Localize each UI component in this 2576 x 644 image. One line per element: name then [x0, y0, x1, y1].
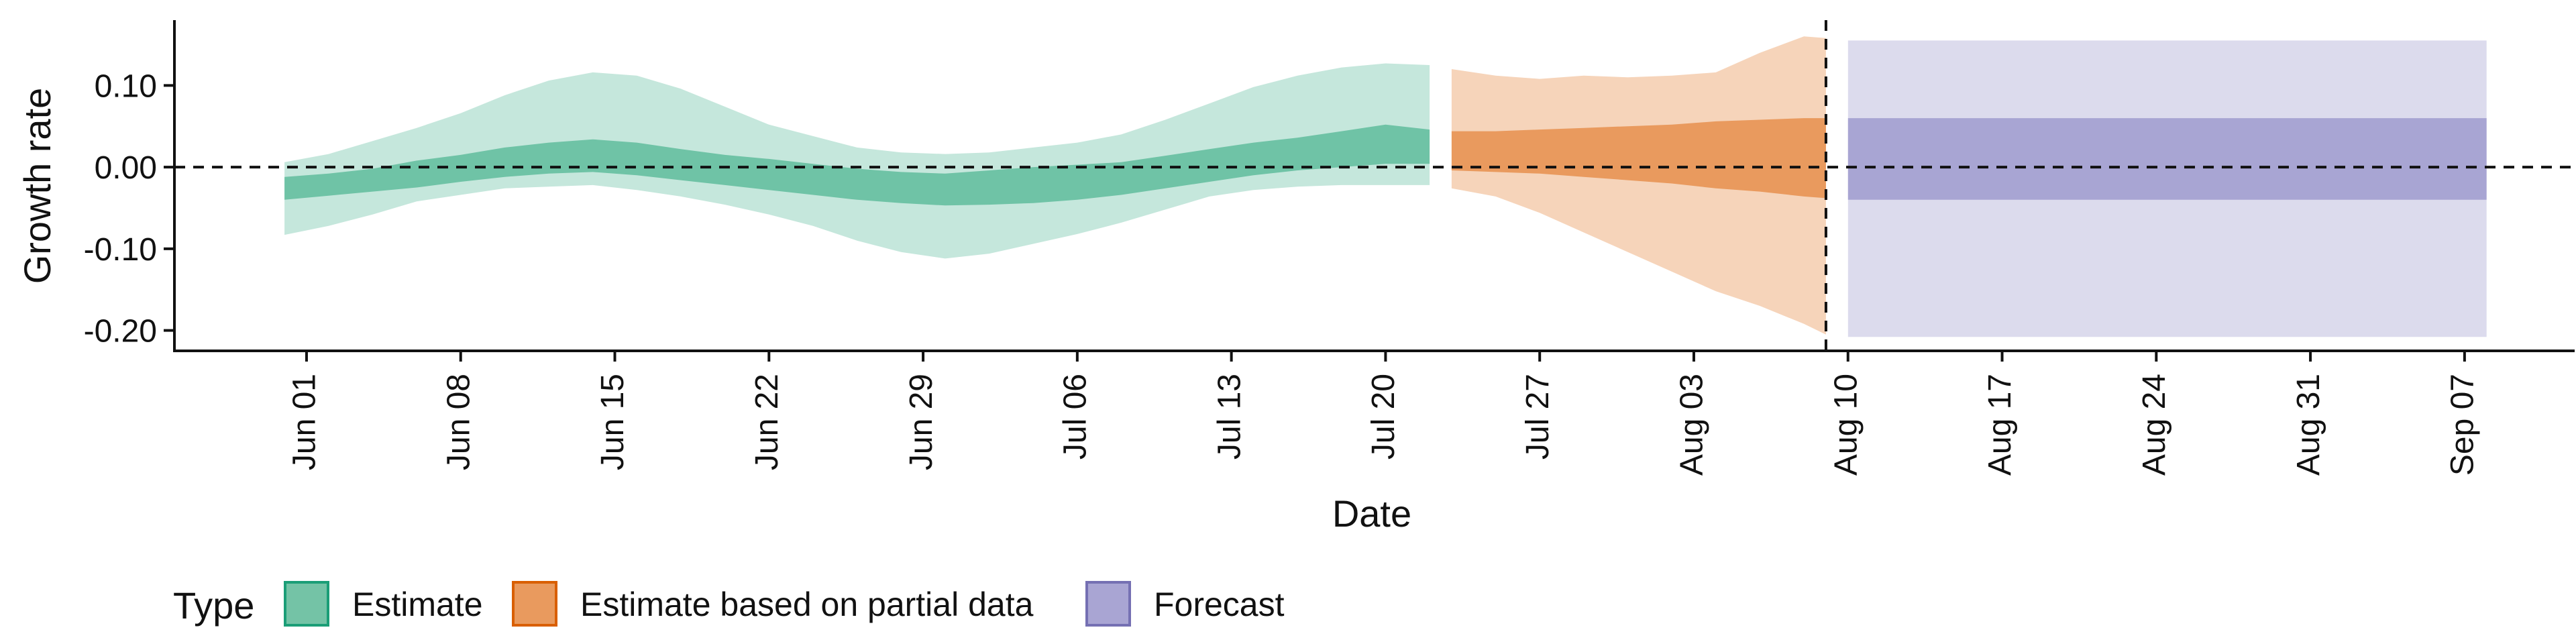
- legend-title: Type: [173, 584, 254, 627]
- y-tick-label: -0.20: [84, 314, 157, 350]
- x-tick-label: Jul 13: [1212, 374, 1247, 460]
- legend: Type Estimate Estimate based on partial d…: [173, 581, 1285, 627]
- y-tick-label: -0.10: [84, 232, 157, 268]
- estimate-legend-key: [284, 581, 329, 627]
- x-tick-label: Aug 24: [2137, 374, 2172, 476]
- x-tick-label: Jun 22: [749, 374, 785, 470]
- forecast-inner-band: [1847, 118, 2487, 200]
- x-tick-label: Jun 08: [441, 374, 476, 470]
- x-ticks: Jun 01 Jun 08 Jun 15 Jun 22 Jun 29 Jul 06 Jul …: [287, 351, 2481, 476]
- reference-lines: [174, 20, 2575, 351]
- x-tick-label: Jul 27: [1520, 374, 1556, 460]
- x-tick-label: Jul 20: [1366, 374, 1401, 460]
- forecast-legend-key: [1085, 581, 1131, 627]
- y-ticks: 0.10 0.00 -0.10 -0.20: [84, 68, 174, 350]
- estimate-legend-label: Estimate: [352, 586, 483, 623]
- y-tick-label: 0.00: [95, 150, 157, 186]
- x-tick-label: Aug 10: [1828, 374, 1864, 476]
- estimate-based-on-partial-data-legend-label: Estimate based on partial data: [580, 586, 1034, 623]
- series-bands: [284, 36, 2487, 337]
- x-tick-label: Aug 03: [1674, 374, 1710, 476]
- estimate-outer-band: [284, 63, 1430, 259]
- estimate-based-on-partial-data-legend-key: [512, 581, 557, 627]
- axes: [173, 20, 2575, 352]
- x-tick-label: Jul 06: [1058, 374, 1093, 460]
- y-tick-label: 0.10: [95, 68, 157, 104]
- x-tick-label: Jun 15: [595, 374, 631, 470]
- estimate-based-on-partial-data-inner-band: [1451, 118, 1826, 199]
- x-tick-label: Aug 17: [1982, 374, 2018, 476]
- x-axis-title: Date: [1332, 492, 1411, 535]
- x-tick-label: Sep 07: [2445, 374, 2481, 476]
- x-tick-label: Aug 31: [2291, 374, 2326, 476]
- forecast-legend-label: Forecast: [1154, 586, 1285, 623]
- estimate-based-on-partial-data-outer-band: [1451, 36, 1826, 335]
- x-tick-label: Jun 29: [904, 374, 939, 470]
- estimate-inner-band: [284, 124, 1430, 206]
- x-tick-label: Jun 01: [287, 374, 323, 470]
- y-axis-title: Growth rate: [16, 88, 58, 284]
